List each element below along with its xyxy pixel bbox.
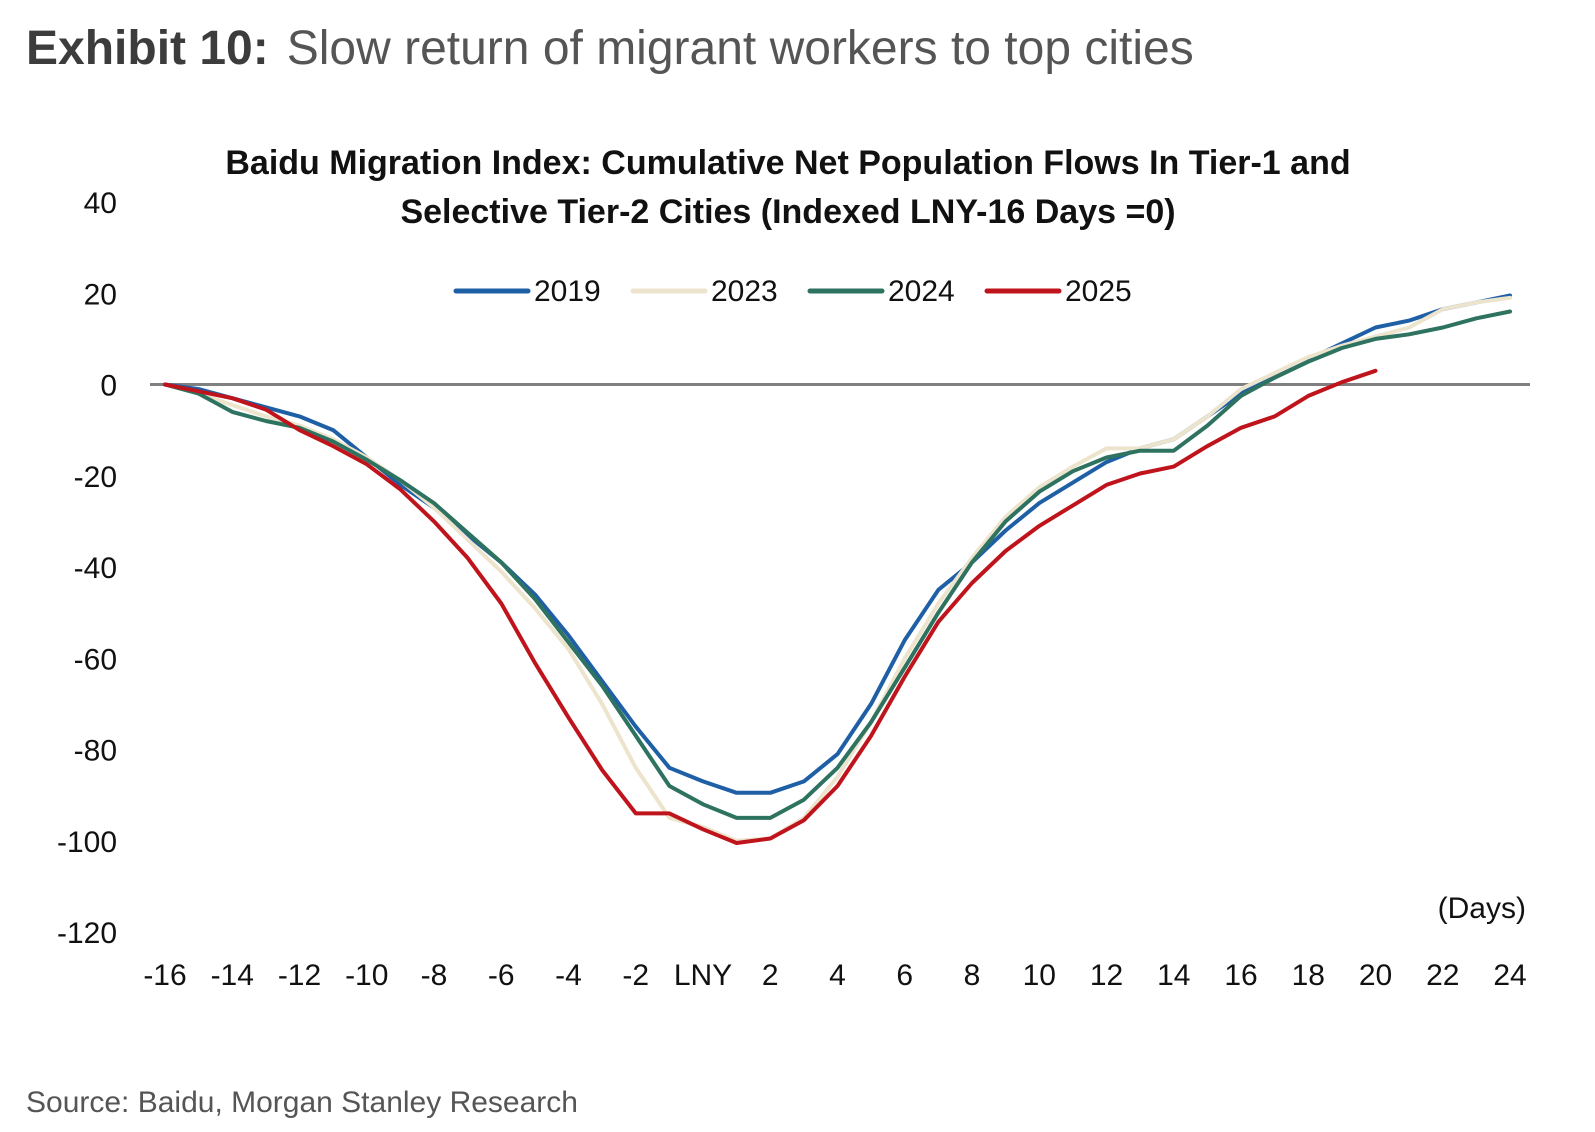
x-tick-label: LNY	[674, 959, 732, 992]
series-line-2025	[163, 368, 1378, 845]
x-tick-label: 22	[1426, 959, 1459, 992]
series-line-2019	[163, 293, 1512, 795]
x-tick-label: -16	[143, 959, 186, 992]
x-tick-label: -14	[211, 959, 254, 992]
x-tick-label: 20	[1359, 959, 1392, 992]
exhibit-header: Exhibit 10: Slow return of migrant worker…	[26, 18, 1194, 80]
x-axis-label: (Days)	[1438, 892, 1526, 925]
x-tick-label: 12	[1090, 959, 1123, 992]
x-tick-label: -8	[421, 959, 448, 992]
x-tick-label: -12	[278, 959, 321, 992]
source-note: Source: Baidu, Morgan Stanley Research	[26, 1086, 578, 1119]
y-tick-label: -60	[74, 643, 117, 676]
x-tick-label: -2	[622, 959, 649, 992]
y-tick-label: -120	[57, 917, 117, 950]
x-tick-label: 8	[964, 959, 981, 992]
exhibit-label: Exhibit 10:	[26, 22, 269, 75]
x-tick-label: 14	[1157, 959, 1190, 992]
chart-title-line-1: Baidu Migration Index: Cumulative Net Po…	[225, 144, 1350, 182]
y-tick-label: -80	[74, 735, 117, 768]
x-tick-label: 16	[1224, 959, 1257, 992]
x-tick-label: -6	[488, 959, 515, 992]
x-tick-label: -4	[555, 959, 582, 992]
x-tick-label: 24	[1493, 959, 1526, 992]
x-tick-label: 10	[1023, 959, 1056, 992]
series-line-2024	[163, 309, 1512, 820]
y-tick-label: 40	[84, 187, 117, 220]
y-axis: 40 20 0 -20 -40 -60 -80 -100 -120	[57, 187, 117, 950]
y-tick-label: 20	[84, 278, 117, 311]
y-tick-label: 0	[100, 370, 117, 403]
x-tick-label: 6	[896, 959, 913, 992]
exhibit-title: Slow return of migrant workers to top ci…	[286, 22, 1194, 75]
x-tick-label: -10	[345, 959, 388, 992]
legend-label-2024: 2024	[888, 275, 955, 308]
legend-label-2025: 2025	[1065, 275, 1132, 308]
series-layer	[163, 293, 1512, 845]
chart-title-line-2: Selective Tier-2 Cities (Indexed LNY-16 …	[400, 193, 1175, 231]
series-line-2023	[163, 295, 1512, 843]
y-tick-label: -100	[57, 826, 117, 859]
x-tick-label: 18	[1292, 959, 1325, 992]
y-tick-label: -40	[74, 552, 117, 585]
legend-label-2019: 2019	[534, 275, 601, 308]
x-tick-label: 2	[762, 959, 779, 992]
legend-label-2023: 2023	[711, 275, 778, 308]
y-tick-label: -20	[74, 461, 117, 494]
x-tick-label: 4	[829, 959, 846, 992]
chart-legend: 2019 2023 2024 2025	[453, 275, 1132, 308]
x-axis: -16 -14 -12 -10 -8 -6 -4 -2 LNY 2 4 6 8 10 12 14 16 18 20 2…	[143, 959, 1526, 992]
